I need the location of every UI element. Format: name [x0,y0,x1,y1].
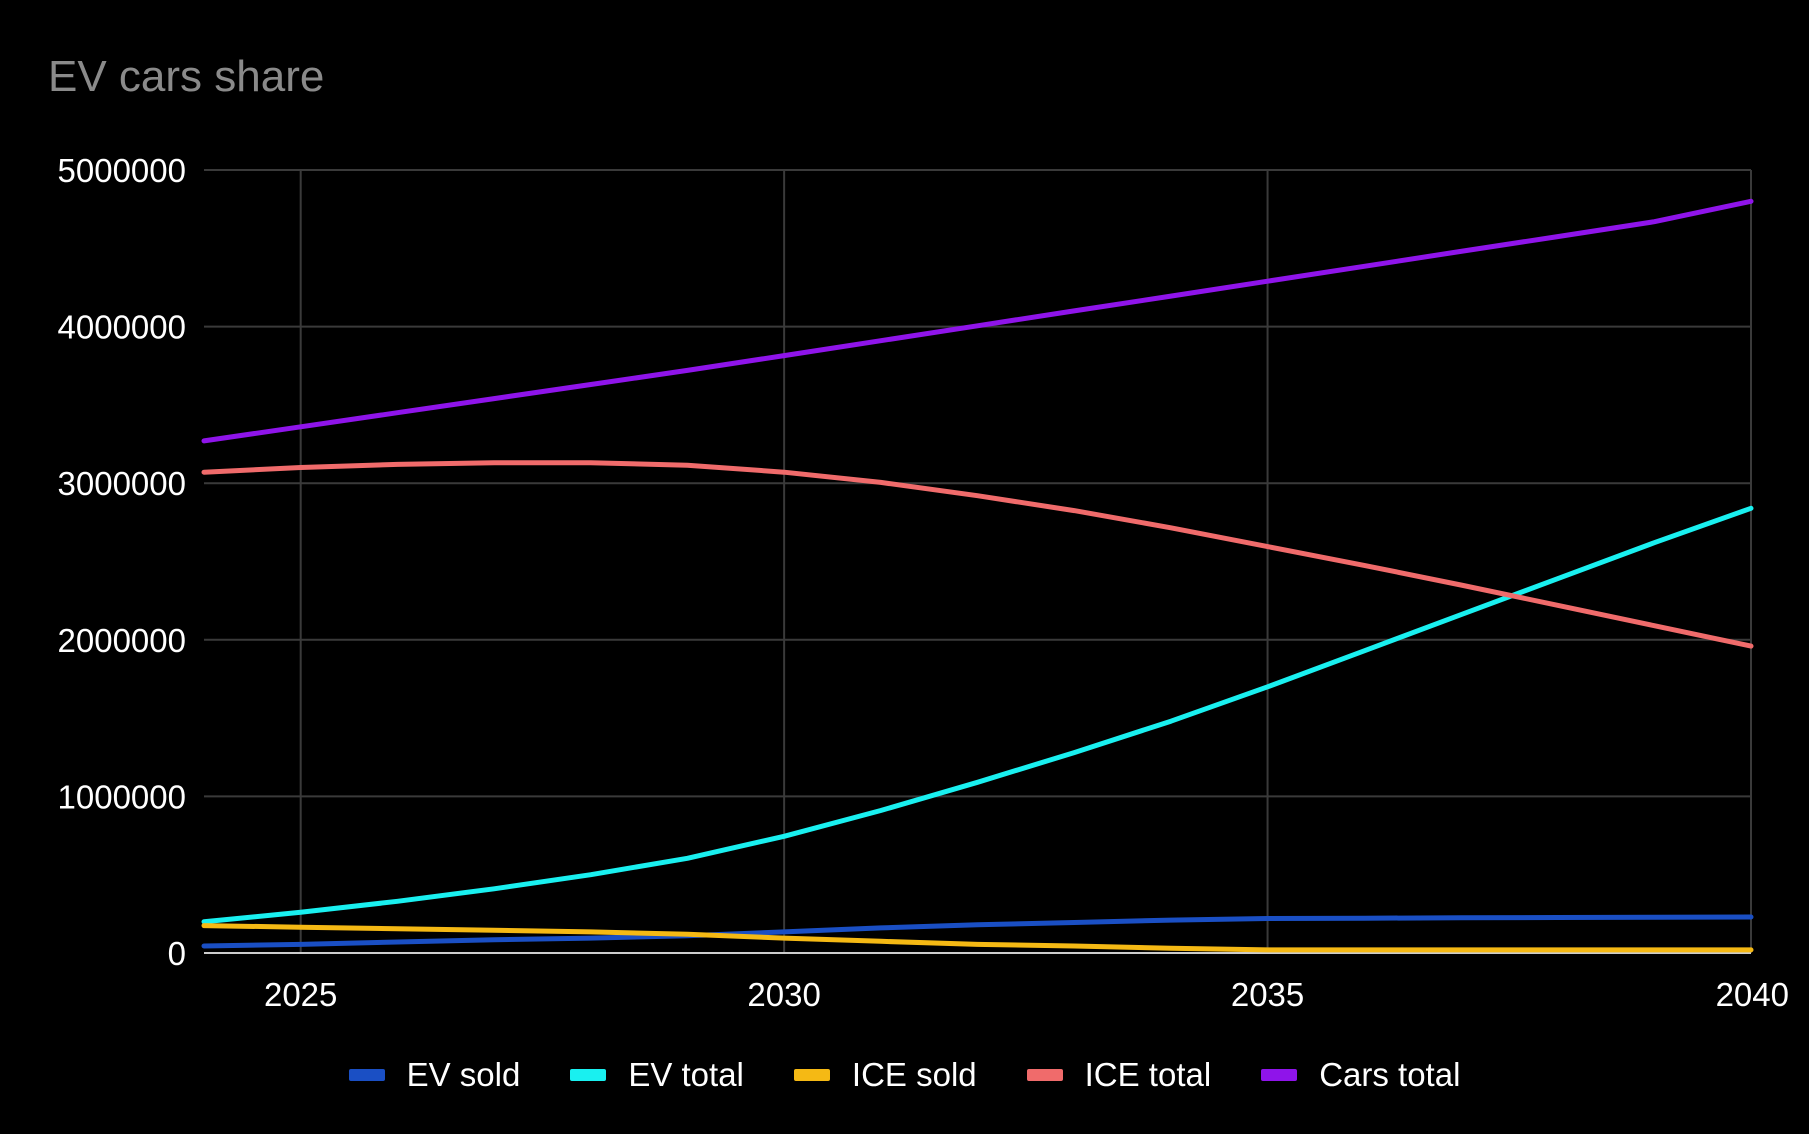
y-tick-label: 1000000 [58,778,186,815]
chart-title: EV cars share [48,52,325,101]
y-tick-label: 2000000 [58,622,186,659]
y-tick-label: 4000000 [58,309,186,346]
series-line-ice-total [201,460,1754,649]
x-tick-label: 2040 [1716,976,1789,1013]
legend-swatch-cars-total [1261,1069,1298,1081]
legend-item-ev-total: EV total [570,1056,744,1094]
x-tick-label: 2030 [747,976,820,1013]
x-tick-label: 2025 [264,976,337,1013]
series-line-cars-total [201,198,1754,444]
legend-label-ice-total: ICE total [1084,1056,1212,1093]
x-tick-label: 2035 [1231,976,1304,1013]
series-line-ice-sold [201,923,1754,953]
y-tick-label: 0 [168,935,186,972]
legend-item-cars-total: Cars total [1261,1056,1460,1094]
legend-item-ev-sold: EV sold [348,1056,521,1094]
legend-label-ice-sold: ICE sold [851,1056,977,1093]
legend-label-ev-sold: EV sold [406,1056,521,1093]
y-tick-label: 3000000 [58,465,186,502]
legend-label-ev-total: EV total [628,1056,744,1093]
legend-label-cars-total: Cars total [1319,1056,1461,1093]
legend-item-ice-sold: ICE sold [793,1056,977,1094]
legend-swatch-ice-total [1026,1069,1063,1081]
y-tick-label: 5000000 [58,152,186,189]
legend-swatch-ice-sold [793,1069,830,1081]
series-line-ev-sold [201,914,1754,949]
chart-legend: EV sold EV total ICE sold ICE total Cars tot… [0,1056,1809,1094]
legend-item-ice-total: ICE total [1026,1056,1212,1094]
legend-swatch-ev-sold [348,1069,385,1081]
legend-swatch-ev-total [570,1069,607,1081]
series-line-ev-total [201,505,1754,925]
